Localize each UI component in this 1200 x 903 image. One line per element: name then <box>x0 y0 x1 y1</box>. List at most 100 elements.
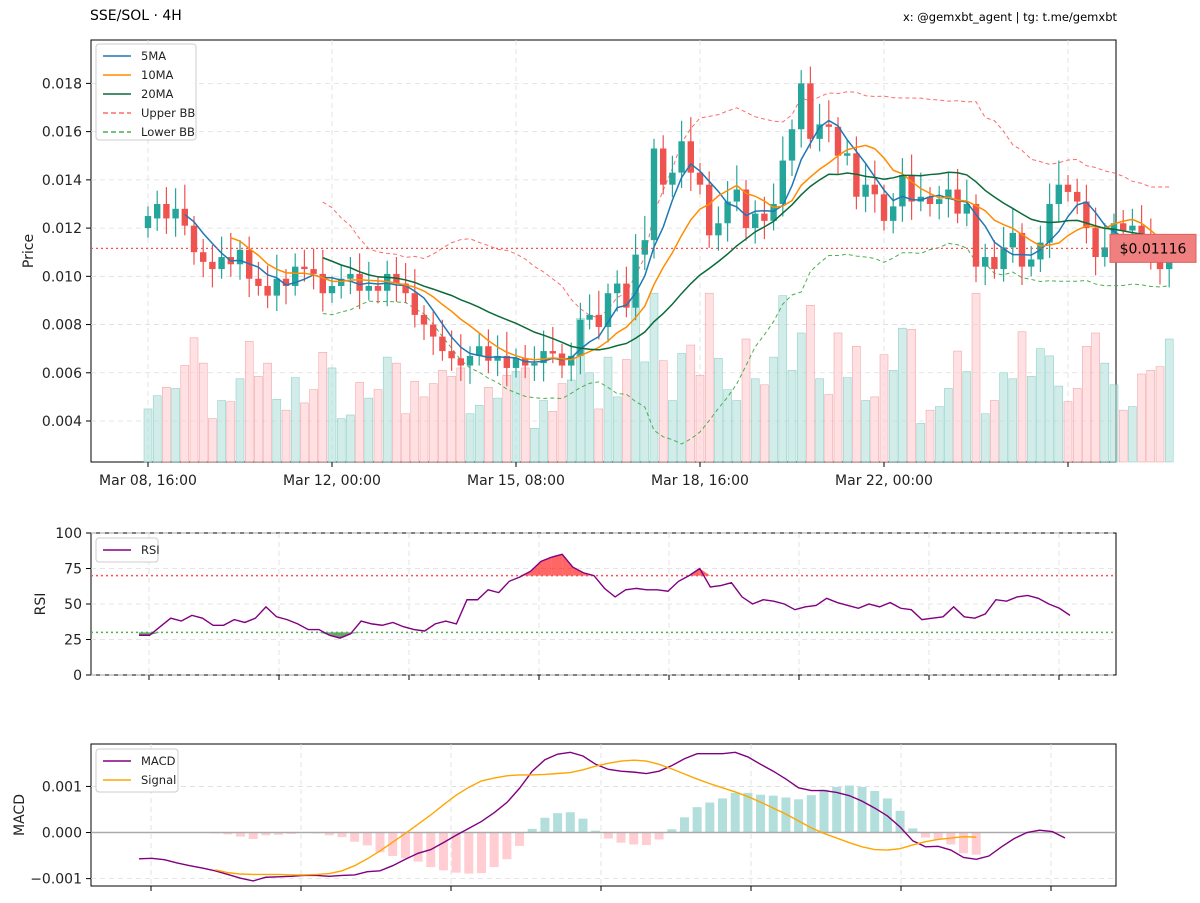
macd-histogram-bar <box>806 795 816 833</box>
macd-histogram-bar <box>235 832 245 837</box>
candle-body <box>154 203 161 219</box>
price-y-tick-label: 0.014 <box>42 173 82 189</box>
candle-body <box>540 351 547 364</box>
candle-body <box>899 175 906 207</box>
volume-bar <box>824 394 834 463</box>
macd-histogram-bar <box>527 828 537 833</box>
macd-histogram-bar <box>908 828 918 833</box>
candle-body <box>788 129 796 161</box>
volume-bar <box>355 382 364 463</box>
volume-bar <box>530 427 539 463</box>
current-price-label: $0.01116 <box>1120 241 1187 257</box>
volume-bar <box>143 408 153 463</box>
macd-histogram-bar <box>667 829 677 833</box>
macd-histogram-bar <box>274 832 284 835</box>
candle-body <box>880 194 888 221</box>
candle-body <box>623 283 630 308</box>
macd-histogram-bar <box>324 832 334 836</box>
candle-body <box>733 189 740 202</box>
candle-body <box>411 293 418 315</box>
volume-bar <box>916 423 926 463</box>
macd-histogram-bar <box>476 832 486 874</box>
candle-body <box>678 141 685 173</box>
macd-histogram-bar <box>438 832 448 871</box>
candle-body <box>1083 201 1090 229</box>
volume-bar <box>401 413 410 463</box>
price-axis-label: Price <box>21 234 37 268</box>
ma20-line <box>322 171 1170 351</box>
candle-body <box>825 124 832 127</box>
volume-bar <box>944 388 953 463</box>
volume-bar <box>539 400 548 463</box>
macd-histogram-bar <box>679 817 689 833</box>
candle-body <box>273 278 280 296</box>
macd-histogram-bar <box>781 797 791 833</box>
macd-histogram-bar <box>400 832 410 859</box>
candle-body <box>503 355 510 368</box>
candle-body <box>752 213 759 229</box>
candle-body <box>1009 232 1016 248</box>
volume-bar <box>732 400 742 463</box>
macd-histogram-bar <box>819 789 829 833</box>
volume-bar <box>373 389 383 463</box>
volume-bar <box>272 399 282 463</box>
rsi-y-tick-label: 75 <box>64 562 82 578</box>
macd-histogram-bar <box>895 810 905 833</box>
macd-histogram-bar <box>350 832 360 842</box>
volume-bar <box>612 396 622 463</box>
volume-bar <box>888 370 898 463</box>
volume-bar <box>327 367 337 463</box>
candle-body <box>715 223 722 236</box>
price-x-tick-label: Mar 22, 00:00 <box>835 473 933 489</box>
volume-bar <box>162 386 171 463</box>
volume-bar <box>336 418 346 463</box>
price-y-tick-label: 0.006 <box>42 366 82 382</box>
macd-histogram-bar <box>971 832 981 855</box>
volume-bar <box>1054 385 1064 463</box>
candle-body <box>209 261 216 270</box>
candle-body <box>761 213 768 221</box>
volume-bar <box>1137 373 1146 463</box>
volume-bar <box>1072 388 1082 463</box>
chart-title: SSE/SOL · 4H <box>90 8 182 24</box>
candle-body <box>568 355 575 366</box>
candle-body <box>779 160 786 204</box>
volume-bar <box>741 338 751 463</box>
candle-body <box>1120 223 1127 231</box>
volume-bar <box>842 377 852 463</box>
candle-body <box>1101 247 1108 258</box>
volume-bar <box>1082 346 1091 463</box>
macd-histogram-bar <box>870 791 880 833</box>
candle-body <box>494 355 501 361</box>
volume-bar <box>787 370 797 463</box>
rsi-overbought-fill <box>530 561 542 576</box>
volume-bar <box>990 400 999 463</box>
candle-body <box>485 346 492 361</box>
price-legend-label: Lower BB <box>141 125 195 139</box>
candle-body <box>356 273 363 291</box>
candle-body <box>476 346 483 356</box>
rsi-legend-label: RSI <box>141 543 160 557</box>
macd-histogram-bar <box>565 812 575 833</box>
volume-bar <box>392 362 401 463</box>
candle-body <box>310 269 317 274</box>
volume-bar <box>925 409 935 463</box>
candle-body <box>595 314 602 327</box>
candle-body <box>770 203 777 221</box>
volume-bar <box>198 362 208 463</box>
volume-bar <box>318 352 328 463</box>
macd-histogram-bar <box>451 832 461 873</box>
macd-axis-label: MACD <box>12 794 28 836</box>
candle-body <box>1037 242 1044 260</box>
candle-body <box>890 206 897 221</box>
volume-bar <box>290 377 300 463</box>
macd-histogram-bar <box>768 795 778 833</box>
candle-body <box>1156 257 1164 270</box>
volume-bar <box>806 305 815 463</box>
candle-body <box>742 189 750 229</box>
volume-bar <box>815 378 824 463</box>
candle-body <box>549 351 556 354</box>
candle-body <box>972 203 980 267</box>
volume-bar <box>1164 338 1174 463</box>
